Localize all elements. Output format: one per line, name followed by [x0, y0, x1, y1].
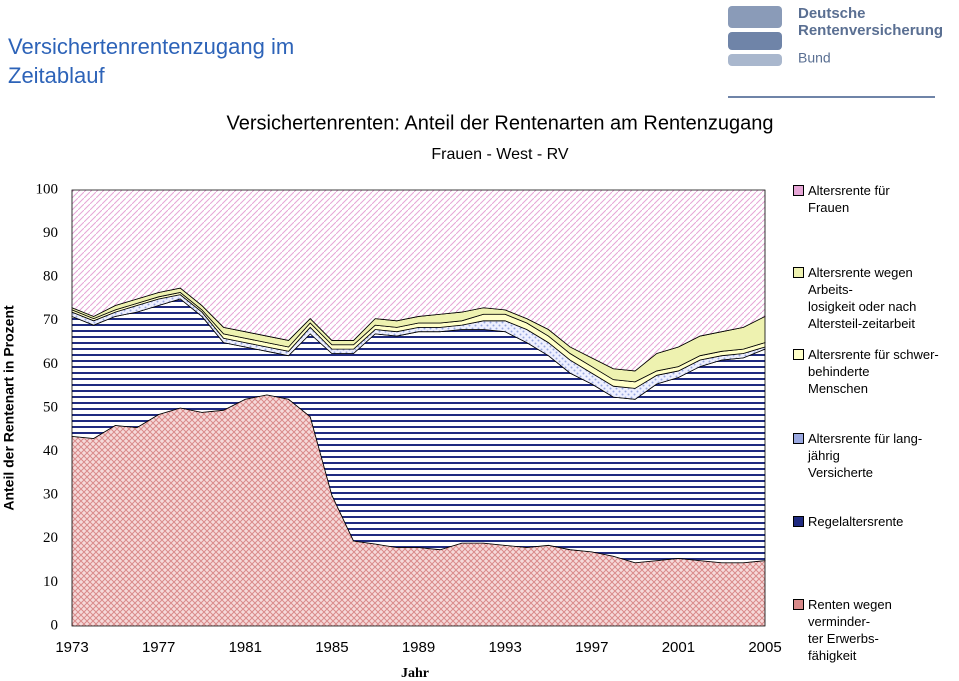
x-tick-label: 2001: [662, 639, 695, 656]
y-tick-label: 0: [51, 617, 59, 633]
legend-label: Altersrente für lang- jährig Versicherte: [808, 431, 923, 480]
y-axis-label: Anteil der Rentenart in Prozent: [1, 305, 17, 511]
x-tick-label: 2005: [748, 639, 781, 656]
x-tick-label: 1973: [55, 639, 88, 656]
y-tick-label: 90: [43, 225, 58, 241]
y-tick-label: 80: [43, 269, 58, 285]
legend-item: Altersrente wegen Arbeits- losigkeit ode…: [793, 264, 916, 332]
legend-item: Altersrente für schwer- behinderte Mensc…: [793, 346, 939, 397]
x-tick-label: 1989: [402, 639, 435, 656]
x-tick-label: 1985: [315, 639, 348, 656]
logo-shape: [728, 6, 782, 28]
x-tick-label: 1993: [488, 639, 521, 656]
legend-item: Renten wegen verminder- ter Erwerbs- fäh…: [793, 596, 892, 664]
logo-text: Rentenversicherung: [798, 22, 943, 39]
x-tick-label: 1997: [575, 639, 608, 656]
chart-title: Versichertenrenten: Anteil der Rentenart…: [226, 112, 773, 134]
x-tick-label: 1977: [142, 639, 175, 656]
y-tick-label: 60: [43, 356, 58, 372]
legend-item: Altersrente für Frauen: [793, 182, 890, 216]
legend-item: Altersrente für lang- jährig Versicherte: [793, 430, 922, 481]
legend: Altersrente für Frauen Altersrente wegen …: [793, 0, 959, 681]
page-title: Versichertenrentenzugang im Zeitablauf: [8, 34, 295, 88]
legend-label: Altersrente für Frauen: [808, 183, 890, 215]
legend-label: Regelaltersrente: [808, 514, 904, 529]
legend-swatch: [793, 516, 804, 527]
legend-swatch: [793, 433, 804, 444]
x-tick-label: 1981: [229, 639, 262, 656]
y-tick-label: 100: [36, 181, 59, 197]
logo-shape: [728, 54, 782, 66]
chart-subtitle: Frauen - West - RV: [431, 146, 569, 163]
logo-shape: [728, 32, 782, 50]
area: [71, 189, 766, 372]
legend-swatch: [793, 599, 804, 610]
legend-item: Regelaltersrente: [793, 513, 903, 530]
x-axis-label: Jahr: [401, 666, 429, 681]
logo-text: Bund: [798, 50, 831, 66]
y-tick-label: 10: [43, 574, 58, 590]
legend-swatch: [793, 267, 804, 278]
legend-label: Renten wegen verminder- ter Erwerbs- fäh…: [808, 597, 892, 663]
y-tick-label: 20: [43, 530, 58, 546]
legend-swatch: [793, 185, 804, 196]
legend-label: Altersrente für schwer- behinderte Mensc…: [808, 347, 939, 396]
legend-label: Altersrente wegen Arbeits- losigkeit ode…: [808, 265, 917, 331]
logo-text: Deutsche: [798, 5, 866, 22]
y-tick-label: 70: [43, 312, 58, 328]
y-tick-label: 30: [43, 487, 58, 503]
legend-swatch: [793, 349, 804, 360]
y-tick-label: 40: [43, 443, 58, 459]
y-tick-label: 50: [43, 399, 58, 415]
